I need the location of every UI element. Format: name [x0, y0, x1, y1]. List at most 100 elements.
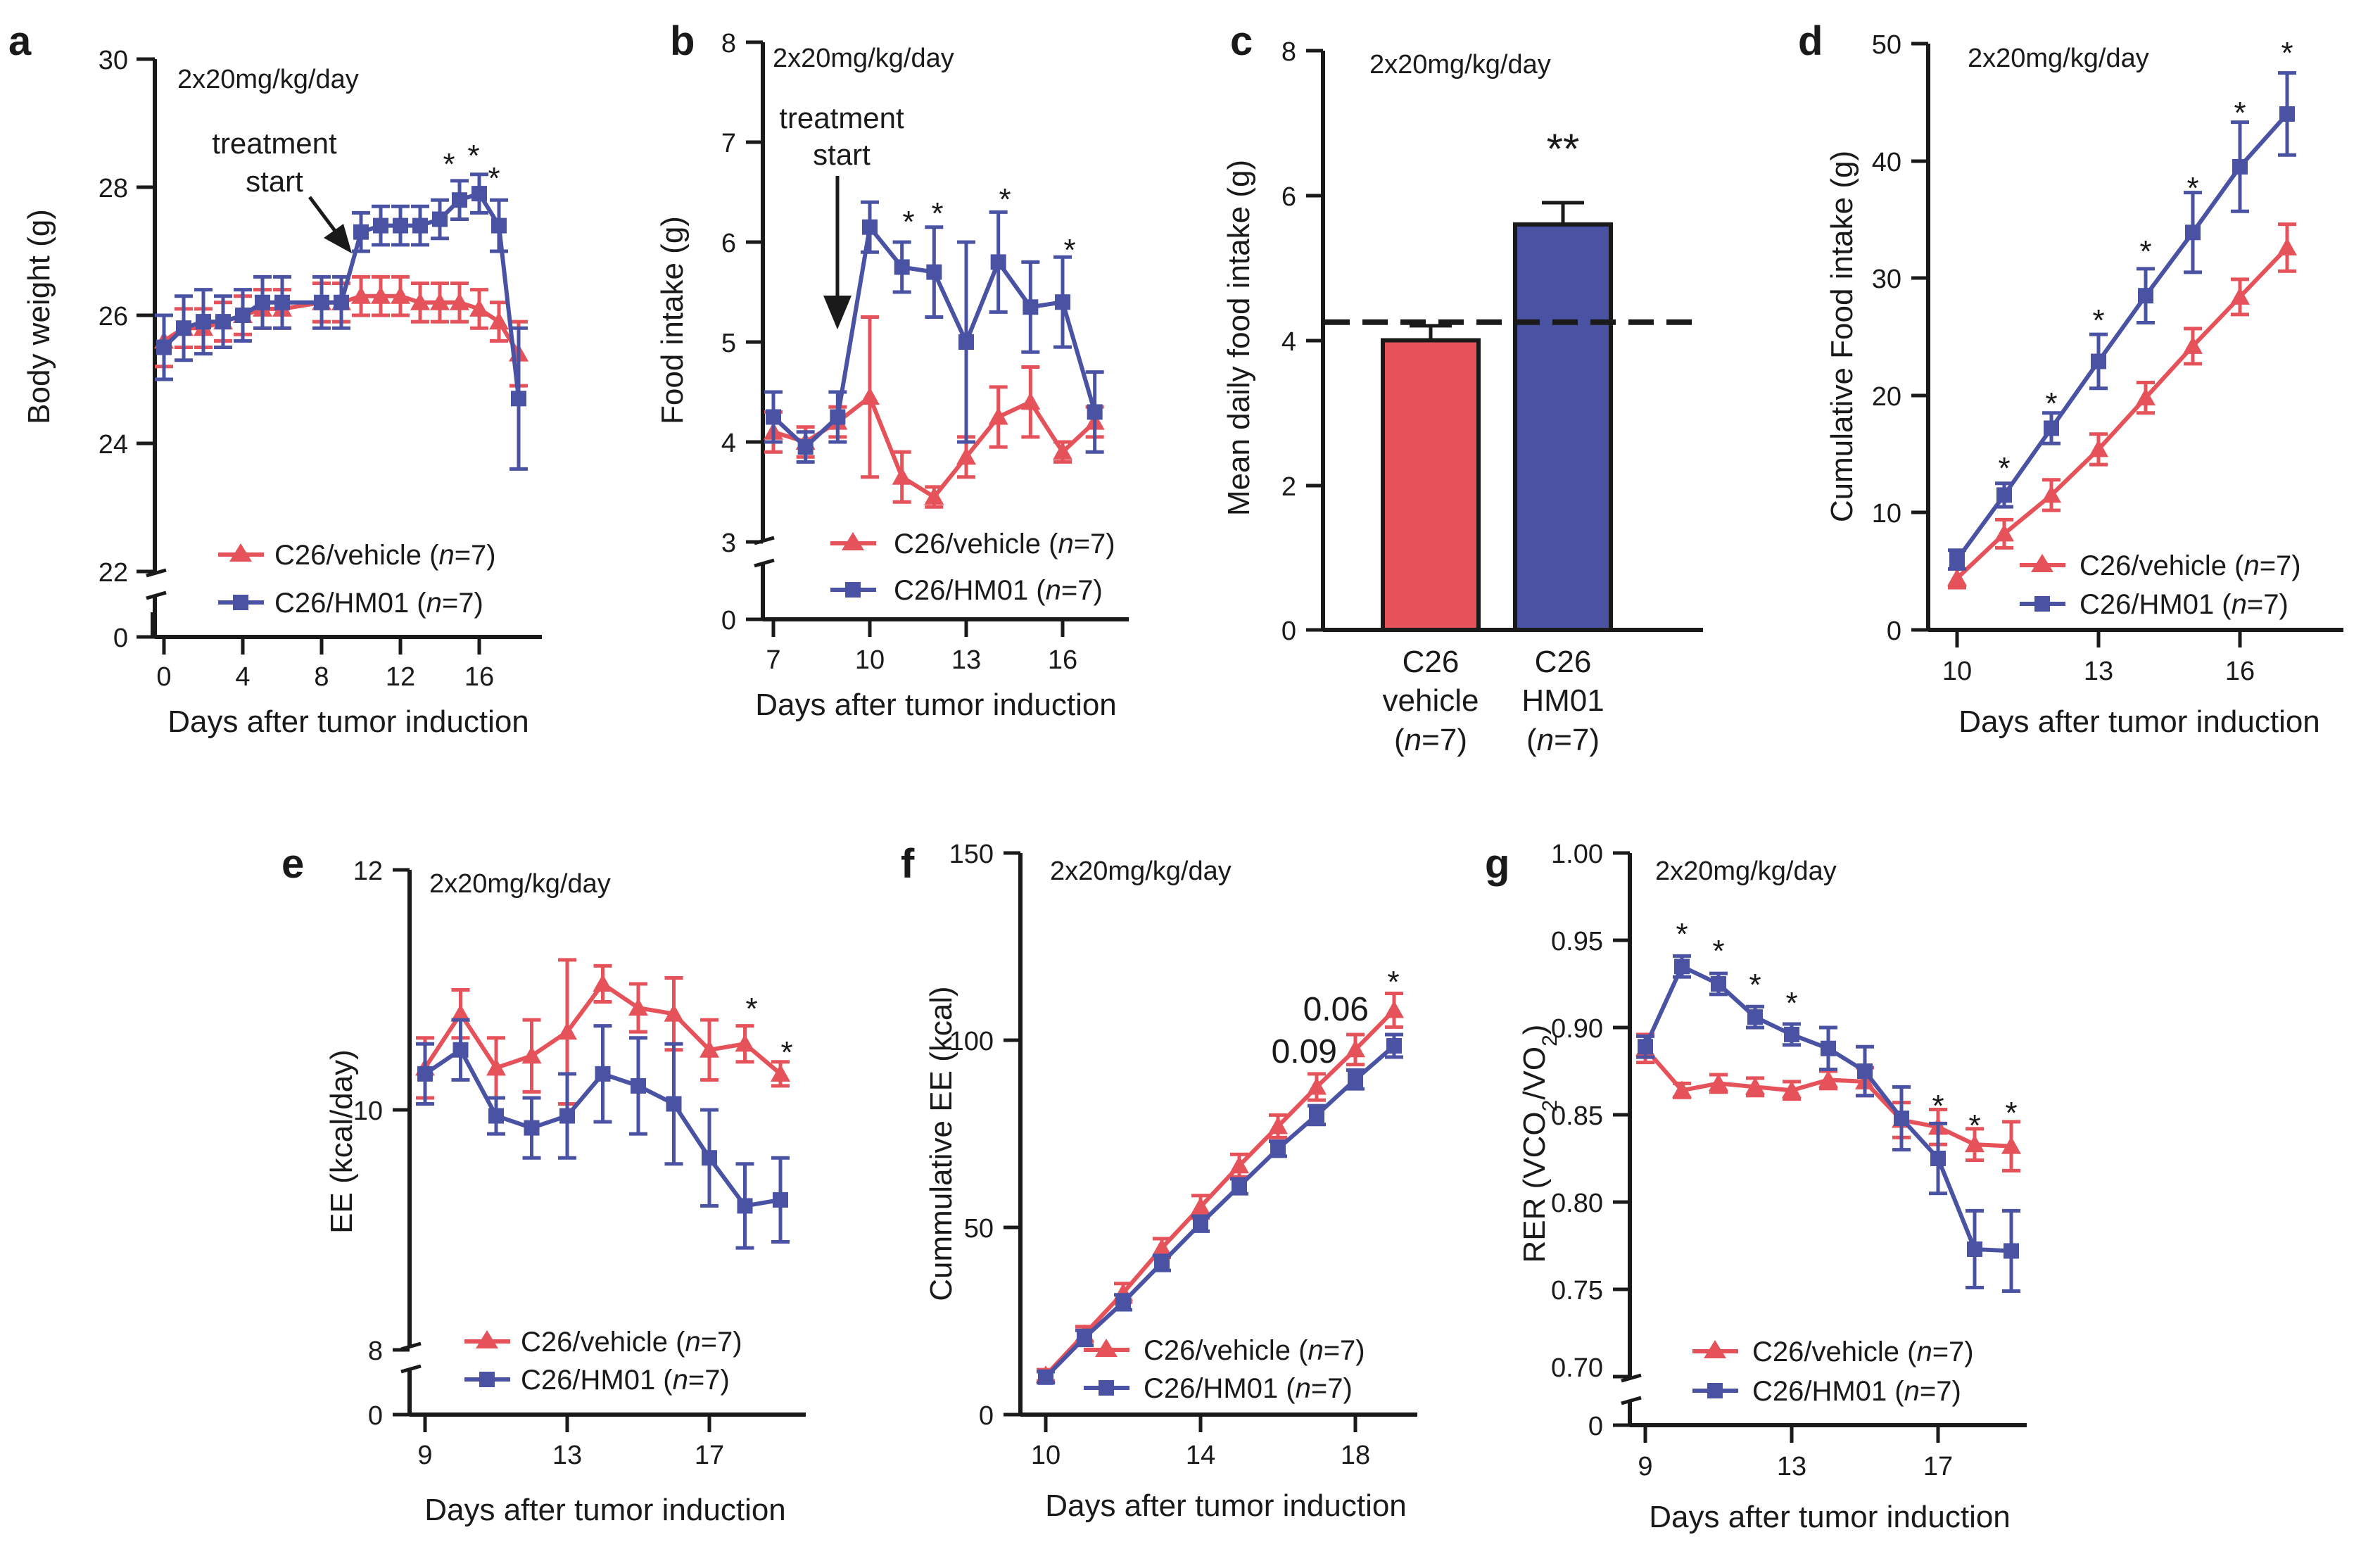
- y-tick-label: 1.00: [1551, 840, 1603, 869]
- y-tick-label: 0: [721, 606, 736, 636]
- data-point-vehicle: [430, 292, 450, 310]
- data-point-vehicle: [1346, 1039, 1365, 1058]
- legend-marker-hm01: [1707, 1383, 1723, 1398]
- data-point-vehicle: [735, 1034, 755, 1052]
- legend-label: C26/HM01 (: [1752, 1376, 1904, 1407]
- plot-area-f: [1036, 992, 1404, 1385]
- legend-marker-vehicle: [476, 1330, 498, 1348]
- y-ticks-g: 1.00 0.95 0.90 0.85 0.80 0.75 0.70 0: [1551, 840, 1630, 1441]
- data-point-vehicle: [1384, 1000, 1404, 1018]
- legend-f: C26/vehicle (n=7) C26/HM01 (n=7): [1084, 1335, 1365, 1404]
- legend-n-value: =7): [1920, 1376, 1961, 1407]
- treatment-arrow: [308, 196, 352, 253]
- x-tick-label: 13: [1777, 1452, 1806, 1481]
- y-axis-label: RER (VCO2/VO2): [1517, 1025, 1562, 1263]
- legend-entry-hm01: C26/HM01 (n=7): [521, 1365, 730, 1396]
- legend-n-value: =7): [1074, 529, 1115, 560]
- data-point-vehicle: [628, 998, 648, 1016]
- legend-n-value: =7): [2247, 589, 2289, 620]
- x-tick-label: 16: [464, 662, 494, 692]
- y-tick-label: 0: [1887, 617, 1901, 646]
- significance-star: *: [1676, 917, 1688, 952]
- y-tick-label: 0.95: [1551, 927, 1603, 956]
- data-point-vehicle: [593, 973, 613, 992]
- significance-star: *: [745, 992, 757, 1026]
- panel-letter-f: f: [901, 841, 915, 887]
- y-tick-label: 50: [964, 1214, 994, 1244]
- legend-n-value: =7): [2260, 550, 2301, 581]
- data-point-hm01: [1309, 1107, 1324, 1123]
- x-tick-label: 8: [314, 662, 329, 692]
- x-tick-label: 18: [1341, 1441, 1370, 1470]
- data-point-hm01: [830, 409, 846, 425]
- significance-star: **: [1547, 125, 1580, 172]
- legend-n: n: [2232, 589, 2247, 620]
- data-point-hm01: [235, 308, 251, 323]
- legend-n-value: =7): [1061, 575, 1103, 606]
- x-axis-label: Days after tumor induction: [1045, 1489, 1407, 1523]
- data-point-hm01: [488, 1108, 504, 1124]
- treatment-annotation-line2: start: [813, 138, 871, 171]
- plot-area-c: [1324, 201, 1703, 632]
- dose-label: 2x20mg/kg/day: [773, 44, 954, 73]
- legend-n: n: [685, 1327, 700, 1358]
- legend-entry-vehicle: C26/vehicle (n=7): [2080, 550, 2301, 581]
- y-label-part: /VO: [1517, 1047, 1552, 1100]
- data-point-vehicle: [892, 467, 912, 485]
- y-tick-label: 4: [721, 429, 736, 458]
- data-point-hm01: [1674, 959, 1690, 975]
- category-n-open: (: [1526, 723, 1537, 757]
- x-tick-label: 9: [417, 1441, 432, 1470]
- category-label-line2: vehicle: [1383, 683, 1479, 718]
- category-label-line1: C26: [1535, 645, 1592, 679]
- data-point-hm01: [1894, 1110, 1909, 1126]
- legend-n: n: [673, 1365, 688, 1396]
- category-n: (n=7): [1394, 723, 1467, 757]
- legend-d: C26/vehicle (n=7) C26/HM01 (n=7): [2020, 550, 2301, 620]
- x-tick-label: 12: [386, 662, 415, 692]
- x-axis-label: Days after tumor induction: [424, 1493, 786, 1527]
- data-point-vehicle: [469, 298, 489, 317]
- data-point-hm01: [894, 259, 910, 275]
- legend-entry-hm01: C26/HM01 (n=7): [894, 575, 1103, 606]
- treatment-annotation-line2: start: [246, 165, 303, 198]
- x-tick-label: 7: [766, 645, 780, 675]
- panel-letter-b: b: [670, 18, 695, 64]
- legend-n: n: [1308, 1335, 1323, 1366]
- plot-area-d: [1947, 71, 2297, 590]
- dose-label: 2x20mg/kg/day: [429, 869, 611, 899]
- stars-a: * * *: [443, 139, 500, 196]
- series-line-vehicle: [1955, 246, 2289, 580]
- y-tick-label: 2: [1281, 472, 1296, 502]
- data-point-hm01: [862, 219, 878, 235]
- legend-marker-vehicle: [1095, 1339, 1118, 1357]
- y-axis-label: Body weight (g): [22, 209, 56, 424]
- legend-label: C26/vehicle (: [1144, 1335, 1308, 1366]
- x-ticks-e: 9 13 17: [417, 1415, 724, 1470]
- y-tick-label: 10: [353, 1097, 383, 1126]
- data-point-vehicle: [1672, 1080, 1692, 1099]
- data-point-hm01: [1232, 1178, 1247, 1194]
- panel-letter-e: e: [281, 841, 304, 887]
- data-point-hm01: [1967, 1241, 1982, 1257]
- data-point-vehicle: [489, 312, 509, 330]
- data-point-hm01: [737, 1198, 753, 1214]
- y-ticks-c: 8 6 4 2 0: [1281, 37, 1323, 646]
- data-point-hm01: [274, 294, 290, 310]
- axes-f: [1018, 853, 1417, 1417]
- legend-n-value: =7): [442, 588, 483, 619]
- data-point-hm01: [559, 1108, 575, 1124]
- y-tick-label: 26: [99, 302, 128, 331]
- significance-star: *: [1968, 1108, 1980, 1143]
- panel-letter-d: d: [1798, 18, 1823, 64]
- stars-d: * * * * * * *: [1998, 36, 2293, 486]
- legend-marker-vehicle: [1704, 1340, 1726, 1358]
- data-point-hm01: [766, 409, 781, 425]
- panel-f-cumulative-ee: f 2x20mg/kg/day 150 100 50 0 10 14 18 Da…: [901, 840, 1417, 1523]
- data-point-hm01: [773, 1192, 788, 1208]
- legend-n-value: =7): [1311, 1373, 1353, 1404]
- y-tick-label: 40: [1872, 148, 1901, 177]
- legend-n: n: [2243, 550, 2259, 581]
- y-ticks-f: 150 100 50 0: [949, 840, 1020, 1431]
